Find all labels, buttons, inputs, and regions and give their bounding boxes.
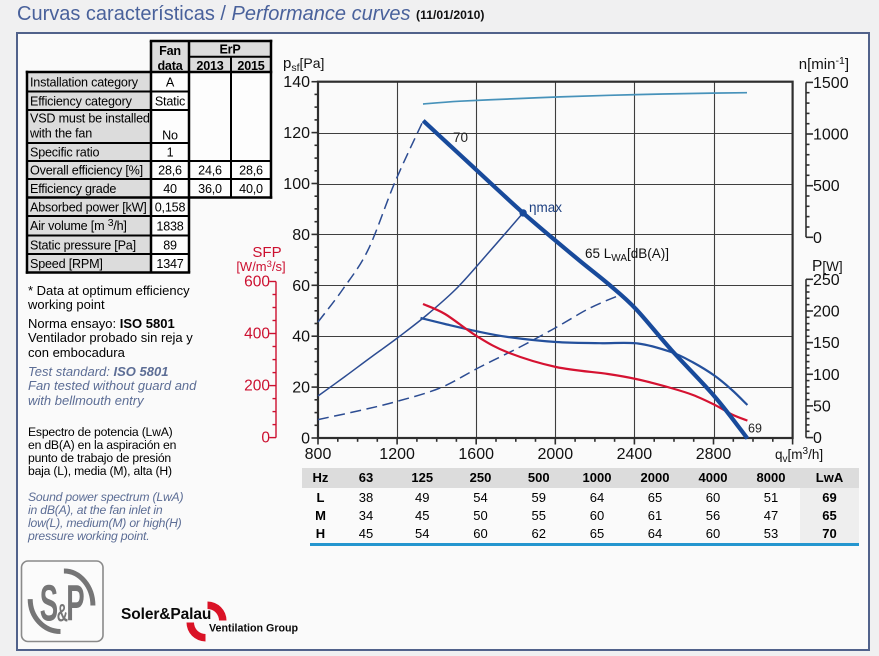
svg-text:n[min-1]: n[min-1]	[799, 55, 849, 73]
svg-text:28,6: 28,6	[158, 164, 182, 178]
svg-text:36,0: 36,0	[198, 182, 222, 196]
svg-text:Efficiency category: Efficiency category	[30, 95, 133, 109]
svg-text:24,6: 24,6	[198, 164, 222, 178]
svg-text:ErP: ErP	[219, 43, 240, 57]
svg-text:140: 140	[283, 74, 310, 91]
svg-text:50: 50	[813, 398, 831, 415]
svg-text:0,158: 0,158	[155, 200, 186, 214]
svg-text:psf[Pa]: psf[Pa]	[283, 55, 324, 74]
svg-text:Static: Static	[155, 95, 185, 109]
svg-text:Efficiency grade: Efficiency grade	[30, 182, 116, 196]
svg-text:1000: 1000	[813, 127, 849, 144]
svg-text:70: 70	[453, 130, 468, 145]
svg-text:[W/m3/s]: [W/m3/s]	[236, 259, 285, 274]
svg-text:100: 100	[813, 367, 840, 384]
svg-text:Ventilation Group: Ventilation Group	[209, 623, 299, 635]
svg-text:40: 40	[163, 182, 177, 196]
svg-text:120: 120	[283, 125, 310, 142]
svg-text:800: 800	[305, 446, 332, 463]
svg-text:500: 500	[813, 178, 840, 195]
svg-text:1838: 1838	[156, 219, 183, 233]
svg-text:69: 69	[748, 422, 762, 436]
svg-text:0: 0	[813, 230, 822, 247]
svg-text:Fan: Fan	[159, 44, 181, 58]
svg-text:with the fan: with the fan	[29, 127, 92, 141]
svg-text:Specific ratio: Specific ratio	[30, 146, 99, 160]
svg-text:40: 40	[292, 329, 310, 346]
svg-text:2013: 2013	[196, 59, 223, 73]
svg-text:A: A	[166, 76, 175, 90]
svg-text:Overall efficiency [%]: Overall efficiency [%]	[30, 164, 143, 178]
svg-text:ηmax: ηmax	[529, 200, 562, 215]
svg-text:Air volume [m 3/h]: Air volume [m 3/h]	[30, 217, 127, 233]
svg-text:data: data	[157, 59, 183, 73]
svg-text:P[W]: P[W]	[812, 258, 843, 275]
svg-text:200: 200	[244, 378, 270, 395]
svg-text:Soler&Palau: Soler&Palau	[121, 606, 211, 623]
svg-text:400: 400	[244, 326, 270, 343]
svg-text:P: P	[66, 574, 84, 631]
svg-text:28,6: 28,6	[239, 164, 263, 178]
svg-text:Installation category: Installation category	[30, 76, 139, 90]
svg-text:0: 0	[301, 431, 310, 448]
svg-text:Absorbed power [kW]: Absorbed power [kW]	[30, 200, 147, 214]
svg-text:200: 200	[813, 304, 840, 321]
svg-text:65 LWA[dB(A)]: 65 LWA[dB(A)]	[585, 246, 669, 264]
svg-text:89: 89	[163, 238, 177, 252]
svg-text:80: 80	[292, 227, 310, 244]
svg-text:2400: 2400	[617, 446, 653, 463]
svg-text:&: &	[57, 600, 68, 628]
svg-text:1: 1	[167, 146, 174, 160]
svg-text:2000: 2000	[538, 446, 574, 463]
svg-text:2015: 2015	[237, 59, 264, 73]
svg-text:S: S	[40, 574, 58, 631]
svg-text:SFP: SFP	[252, 244, 281, 261]
svg-text:0: 0	[813, 430, 822, 447]
svg-text:qv[m3/h]: qv[m3/h]	[775, 446, 823, 465]
svg-text:2800: 2800	[696, 446, 732, 463]
svg-text:Static pressure [Pa]: Static pressure [Pa]	[30, 238, 136, 252]
svg-text:1500: 1500	[813, 75, 849, 92]
svg-text:250: 250	[813, 272, 840, 289]
svg-text:1600: 1600	[458, 446, 494, 463]
svg-text:1200: 1200	[379, 446, 415, 463]
svg-text:150: 150	[813, 335, 840, 352]
svg-text:20: 20	[292, 380, 310, 397]
svg-text:100: 100	[283, 176, 310, 193]
svg-text:60: 60	[292, 278, 310, 295]
svg-text:No: No	[162, 129, 178, 143]
svg-text:1347: 1347	[156, 257, 183, 271]
svg-text:600: 600	[244, 274, 270, 291]
svg-text:0: 0	[261, 430, 270, 447]
svg-text:Speed [RPM]: Speed [RPM]	[30, 257, 103, 271]
svg-text:VSD must be installed: VSD must be installed	[30, 112, 150, 126]
svg-text:40,0: 40,0	[239, 182, 263, 196]
